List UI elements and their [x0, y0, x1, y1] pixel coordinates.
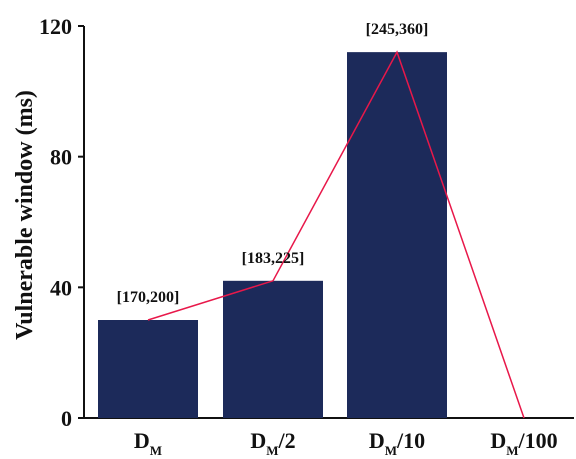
y-tick-label: 40 [50, 275, 72, 300]
y-axis-title: Vulnerable window (ms) [12, 90, 38, 340]
x-tick-label: DM/100 [490, 428, 557, 458]
labels-layer: [170,200] DM [183,225] DM/2 [245,360] DM/10 DM… [117, 21, 558, 458]
bars-layer [98, 52, 447, 419]
bar [98, 320, 198, 418]
y-tick-label: 0 [61, 406, 72, 431]
data-label: [245,360] [366, 21, 429, 38]
trend-line-layer [147, 50, 525, 419]
x-tick-label: DM/10 [369, 428, 425, 458]
trend-line [147, 50, 525, 419]
y-tick-label: 80 [50, 145, 72, 170]
data-label: [183,225] [242, 250, 305, 267]
x-tick-label: DM [134, 428, 162, 458]
bar [223, 280, 323, 418]
data-label: [170,200] [117, 289, 180, 306]
bar [347, 52, 447, 419]
y-tick-label: 120 [39, 14, 72, 39]
x-tick-label: DM/2 [250, 428, 295, 458]
